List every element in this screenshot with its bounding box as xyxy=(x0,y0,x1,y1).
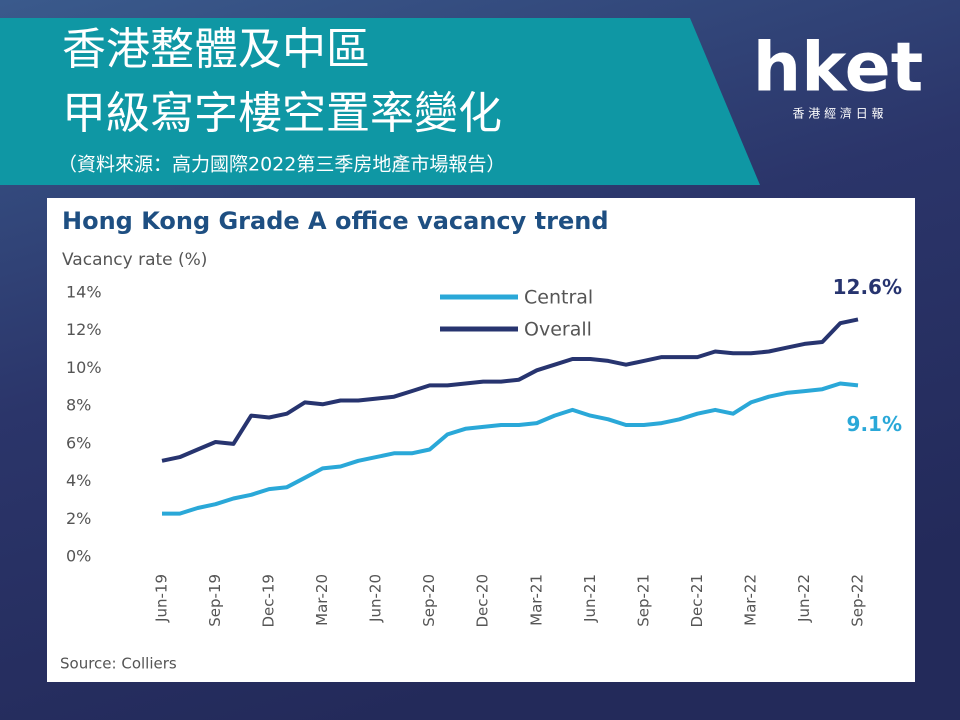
x-tick-label: Sep-21 xyxy=(634,574,652,627)
chart-source: Source: Colliers xyxy=(60,655,177,673)
logo-subtitle: 香 港 經 濟 日 報 xyxy=(792,106,883,121)
headline-source: （資料來源：高力國際2022第三季房地產市場報告） xyxy=(58,154,505,176)
y-tick-label: 8% xyxy=(66,396,91,415)
y-tick-label: 14% xyxy=(66,283,102,302)
y-tick-label: 4% xyxy=(66,471,91,490)
legend-label: Overall xyxy=(524,319,592,341)
y-tick-label: 6% xyxy=(66,433,91,452)
headline: 香港整體及中區 xyxy=(62,24,370,75)
x-tick-label: Mar-22 xyxy=(741,574,759,626)
x-tick-label: Dec-20 xyxy=(474,574,492,628)
x-tick-label: Jun-22 xyxy=(795,574,813,623)
logo: hket xyxy=(753,29,923,108)
y-tick-label: 0% xyxy=(66,547,91,566)
y-tick-label: 2% xyxy=(66,509,91,528)
x-tick-label: Dec-19 xyxy=(260,574,278,628)
chart-panel xyxy=(47,198,915,682)
x-tick-label: Mar-20 xyxy=(313,574,331,626)
series-line xyxy=(162,381,859,516)
x-tick-label: Sep-22 xyxy=(849,574,867,627)
data-label: 12.6% xyxy=(833,275,902,299)
legend-label: Central xyxy=(524,287,593,309)
x-tick-label: Jun-19 xyxy=(153,574,171,623)
x-tick-label: Sep-19 xyxy=(206,574,224,627)
data-label: 9.1% xyxy=(847,412,902,436)
y-tick-label: 10% xyxy=(66,358,102,377)
y-axis-label: Vacancy rate (%) xyxy=(62,250,207,270)
series-line xyxy=(161,317,859,463)
title-banner xyxy=(0,18,760,185)
y-tick-label: 12% xyxy=(66,320,102,339)
x-tick-label: Mar-21 xyxy=(527,574,545,626)
x-tick-label: Jun-21 xyxy=(581,574,599,623)
x-tick-label: Jun-20 xyxy=(367,574,385,623)
chart-title: Hong Kong Grade A office vacancy trend xyxy=(62,207,609,235)
x-tick-label: Dec-21 xyxy=(688,574,706,628)
headline: 甲級寫字樓空置率變化 xyxy=(62,88,502,139)
x-tick-label: Sep-20 xyxy=(420,574,438,627)
